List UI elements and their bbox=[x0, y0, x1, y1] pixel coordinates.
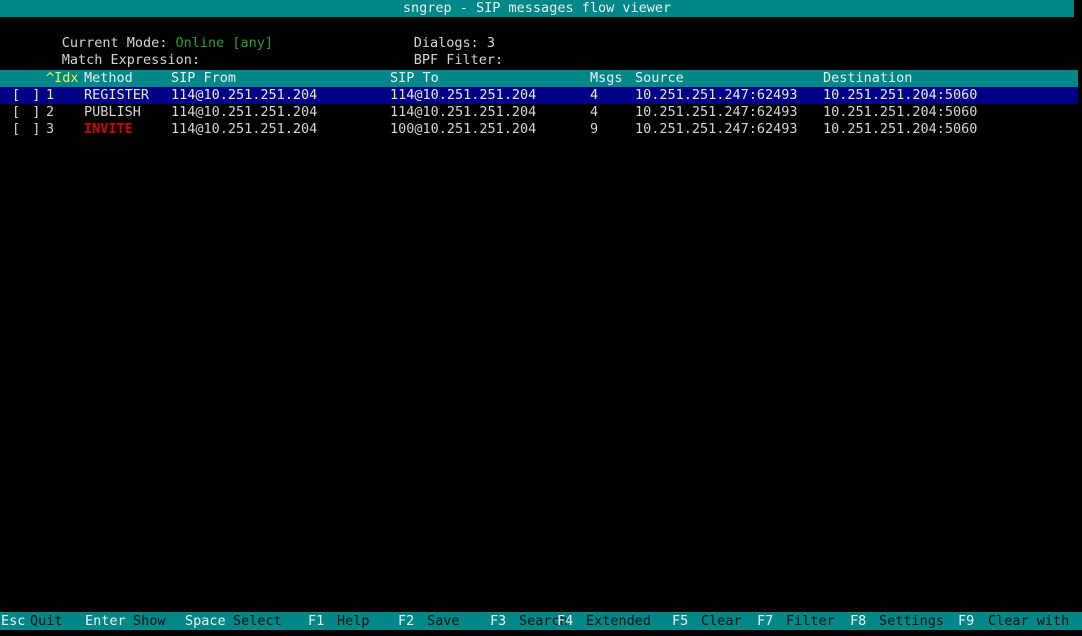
cell-msgs: 4 bbox=[590, 87, 599, 103]
statusbar-action-search[interactable]: Search bbox=[519, 613, 568, 629]
call-row[interactable]: [ ] 1 REGISTER 114@10.251.251.204 114@10… bbox=[0, 87, 1078, 104]
statusbar-key-space[interactable]: Space bbox=[185, 613, 226, 629]
current-mode-label: Current Mode: bbox=[61, 35, 168, 51]
statusbar-action-help[interactable]: Help bbox=[337, 613, 370, 629]
cell-sip-to: 114@10.251.251.204 bbox=[390, 87, 537, 103]
statusbar-key-f4[interactable]: F4 bbox=[557, 613, 574, 629]
col-header-source: Source bbox=[635, 70, 684, 86]
statusbar-action-save[interactable]: Save bbox=[427, 613, 460, 629]
cell-method: INVITE bbox=[84, 121, 133, 137]
col-header-sip-from: SIP From bbox=[171, 70, 237, 86]
cell-destination: 10.251.251.204:5060 bbox=[823, 121, 978, 137]
cell-idx: 2 bbox=[46, 104, 55, 120]
statusbar-action-settings[interactable]: Settings bbox=[879, 613, 945, 629]
info-line-filters-2: Display Filter: bbox=[0, 52, 1082, 85]
statusbar-key-f5[interactable]: F5 bbox=[672, 613, 689, 629]
cell-source: 10.251.251.247:62493 bbox=[635, 87, 798, 103]
cell-method: PUBLISH bbox=[84, 104, 141, 120]
col-header-method: Method bbox=[84, 70, 133, 86]
cell-sip-from: 114@10.251.251.204 bbox=[171, 121, 318, 137]
current-mode-value: Online [any] bbox=[175, 35, 273, 51]
cell-idx: 1 bbox=[46, 87, 55, 103]
info-line-mode: Current Mode: Online [any] Dialogs: 3 bbox=[0, 18, 1082, 51]
cell-source: 10.251.251.247:62493 bbox=[635, 104, 798, 120]
statusbar-action-extended[interactable]: Extended bbox=[586, 613, 652, 629]
statusbar-action-select[interactable]: Select bbox=[233, 613, 282, 629]
statusbar-action-filter[interactable]: Filter bbox=[786, 613, 835, 629]
statusbar-action-clear-with[interactable]: Clear with bbox=[988, 613, 1070, 629]
statusbar-key-f1[interactable]: F1 bbox=[308, 613, 325, 629]
dialogs-label: Dialogs: bbox=[413, 35, 479, 51]
statusbar-key-f8[interactable]: F8 bbox=[850, 613, 867, 629]
call-row[interactable]: [ ] 3 INVITE 114@10.251.251.204 100@10.2… bbox=[0, 121, 1082, 138]
call-list-header: ^Idx Method SIP From SIP To Msgs Source … bbox=[0, 70, 1078, 87]
match-expression-label: Match Expression: bbox=[61, 52, 200, 68]
cell-sip-to: 100@10.251.251.204 bbox=[390, 121, 537, 137]
cell-source: 10.251.251.247:62493 bbox=[635, 121, 798, 137]
cell-msgs: 4 bbox=[590, 104, 599, 120]
cell-sip-from: 114@10.251.251.204 bbox=[171, 104, 318, 120]
col-header-destination: Destination bbox=[823, 70, 913, 86]
statusbar-key-f9[interactable]: F9 bbox=[958, 613, 975, 629]
statusbar-key-f7[interactable]: F7 bbox=[757, 613, 774, 629]
col-header-msgs: Msgs bbox=[590, 70, 623, 86]
cell-method: REGISTER bbox=[84, 87, 150, 103]
bpf-filter-label: BPF Filter: bbox=[413, 52, 504, 68]
cell-msgs: 9 bbox=[590, 121, 599, 137]
statusbar: Esc Quit Enter Show Space Select F1 Help… bbox=[0, 612, 1082, 630]
row-select-checkbox[interactable]: [ ] bbox=[12, 87, 43, 103]
statusbar-key-esc[interactable]: Esc bbox=[1, 613, 26, 629]
statusbar-action-show[interactable]: Show bbox=[133, 613, 166, 629]
cell-idx: 3 bbox=[46, 121, 55, 137]
cell-sip-from: 114@10.251.251.204 bbox=[171, 87, 318, 103]
info-line-filters-1: Match Expression: BPF Filter: bbox=[0, 35, 1082, 68]
statusbar-action-quit[interactable]: Quit bbox=[30, 613, 63, 629]
statusbar-key-f3[interactable]: F3 bbox=[490, 613, 507, 629]
statusbar-action-clear[interactable]: Clear bbox=[701, 613, 742, 629]
statusbar-key-enter[interactable]: Enter bbox=[85, 613, 126, 629]
statusbar-key-f2[interactable]: F2 bbox=[398, 613, 415, 629]
row-select-checkbox[interactable]: [ ] bbox=[12, 121, 43, 137]
col-header-sip-to: SIP To bbox=[390, 70, 439, 86]
col-header-idx-sorted: ^Idx bbox=[46, 70, 79, 86]
cell-destination: 10.251.251.204:5060 bbox=[823, 104, 978, 120]
row-select-checkbox[interactable]: [ ] bbox=[12, 104, 43, 120]
cell-destination: 10.251.251.204:5060 bbox=[823, 87, 978, 103]
title-bar: sngrep - SIP messages flow viewer bbox=[0, 0, 1074, 17]
call-row[interactable]: [ ] 2 PUBLISH 114@10.251.251.204 114@10.… bbox=[0, 104, 1082, 121]
dialogs-count: 3 bbox=[486, 35, 495, 51]
window-title: sngrep - SIP messages flow viewer bbox=[402, 0, 672, 16]
cell-sip-to: 114@10.251.251.204 bbox=[390, 104, 537, 120]
